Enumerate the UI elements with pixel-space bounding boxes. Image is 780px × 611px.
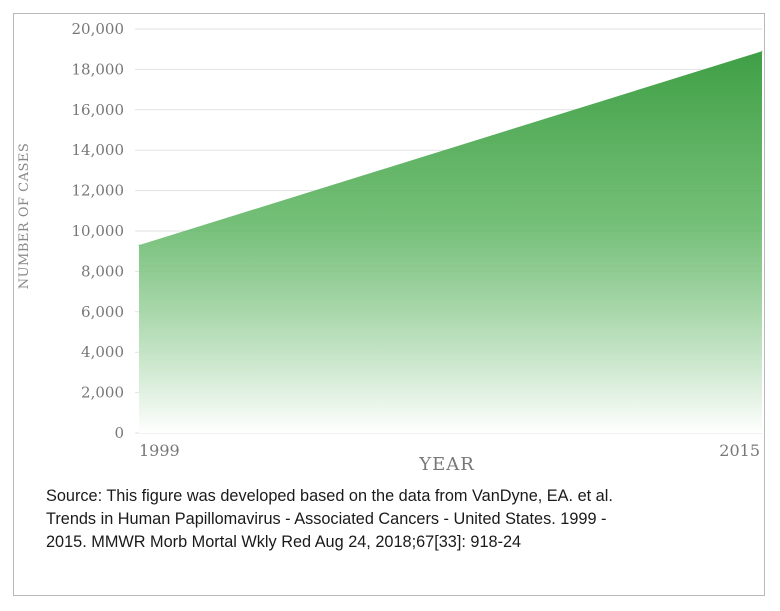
y-tick-label: 14,000 <box>72 141 125 159</box>
x-tick-label: 2015 <box>719 441 760 460</box>
y-tick-label: 8,000 <box>81 262 124 280</box>
y-tick-label: 2,000 <box>81 384 124 402</box>
y-axis-ticks: 0 2,000 4,000 6,000 8,000 10,000 12,000 14,000 1… <box>72 20 125 442</box>
y-tick-label: 18,000 <box>72 60 125 78</box>
source-line: Source: This figure was developed based … <box>46 487 613 505</box>
y-tick-label: 20,000 <box>72 20 125 38</box>
y-tick-label: 4,000 <box>81 343 124 361</box>
area-series <box>138 50 763 433</box>
source-note: Source: This figure was developed based … <box>46 485 736 554</box>
source-line: 2015. MMWR Morb Mortal Wkly Red Aug 24, … <box>46 533 522 551</box>
source-line: Trends in Human Papillomavirus - Associa… <box>46 510 607 528</box>
area-chart: 0 2,000 4,000 6,000 8,000 10,000 12,000 14,000 1… <box>17 20 763 475</box>
y-tick-label: 0 <box>114 424 124 442</box>
y-axis-label: NUMBER OF CASES <box>17 143 32 290</box>
y-tick-label: 10,000 <box>72 222 125 240</box>
y-tick-label: 6,000 <box>81 303 124 321</box>
data-point <box>138 244 140 246</box>
x-tick-label: 1999 <box>139 441 180 460</box>
area-fill <box>139 51 762 433</box>
data-point <box>761 50 763 52</box>
y-tick-label: 16,000 <box>72 101 125 119</box>
x-axis-ticks: 1999 2015 <box>139 441 760 460</box>
x-axis-label: YEAR <box>418 454 475 475</box>
y-tick-label: 12,000 <box>72 182 125 200</box>
